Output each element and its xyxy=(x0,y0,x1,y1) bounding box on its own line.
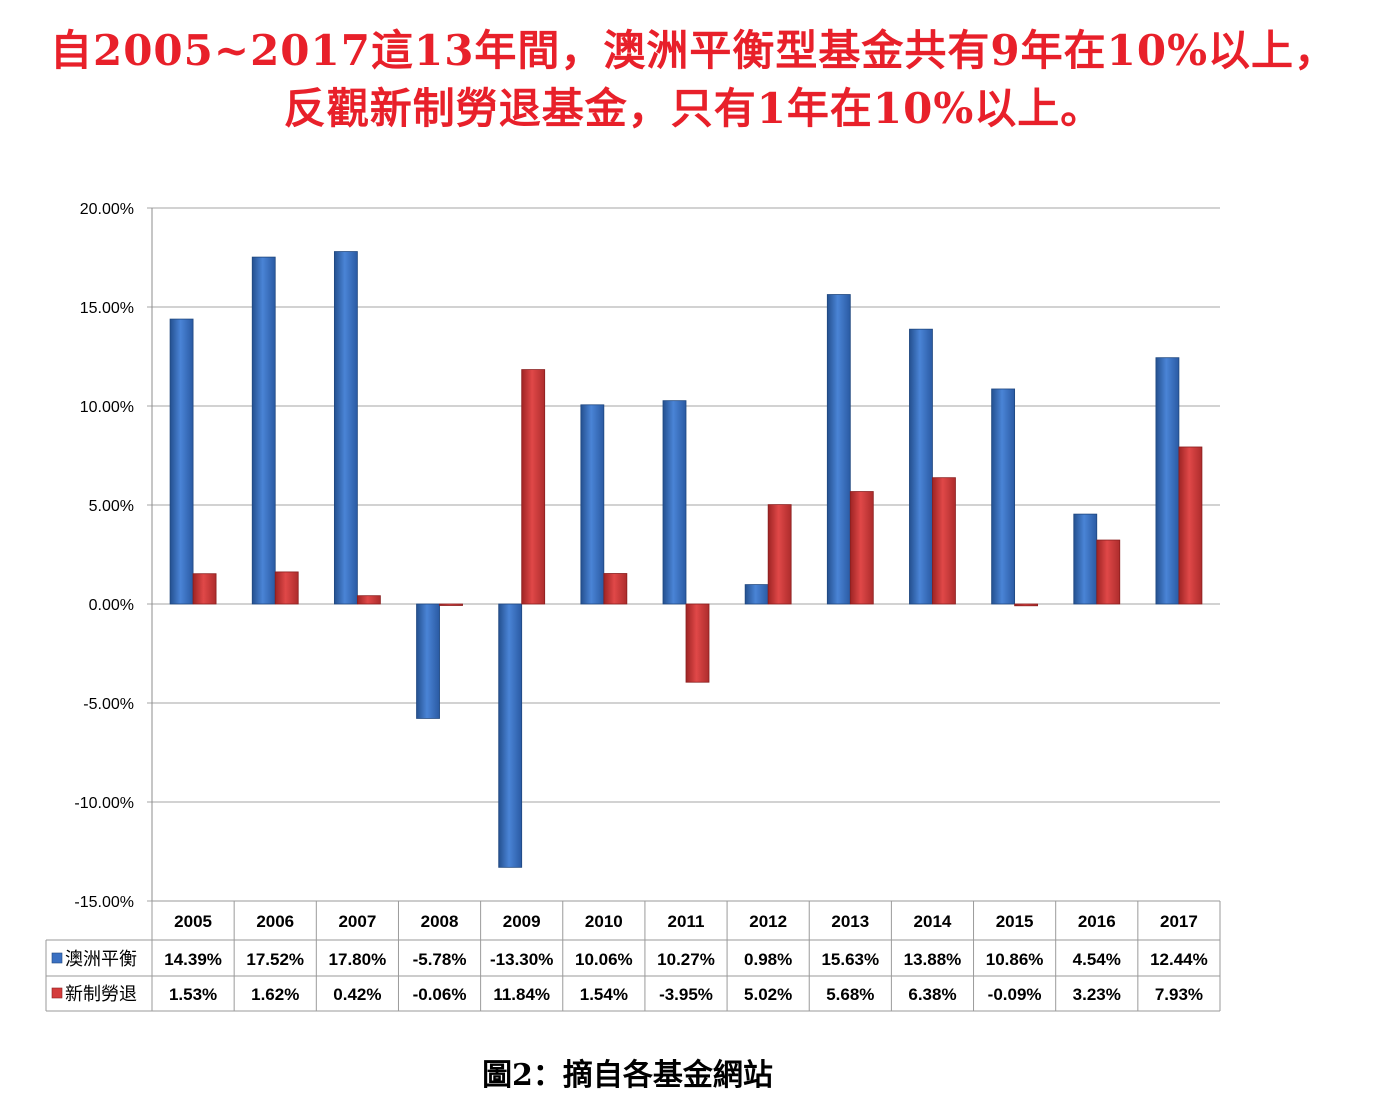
y-tick-label: 5.00% xyxy=(89,498,134,515)
bar-labor-pension xyxy=(1096,539,1121,605)
data-label: -0.06% xyxy=(413,985,467,1004)
x-tick-label: 2013 xyxy=(831,912,869,931)
bar-labor-pension xyxy=(1014,603,1039,607)
data-label: -13.30% xyxy=(490,950,553,969)
data-label: 1.62% xyxy=(251,985,299,1004)
x-tick-label: 2016 xyxy=(1078,912,1116,931)
x-tick-label: 2009 xyxy=(503,912,541,931)
data-label: 5.02% xyxy=(744,985,792,1004)
bar-labor-pension xyxy=(603,573,628,605)
data-label: 0.98% xyxy=(744,950,792,969)
data-label: 1.54% xyxy=(580,985,628,1004)
bar-labor-pension xyxy=(274,571,299,605)
data-label: 7.93% xyxy=(1155,985,1203,1004)
bar-labor-pension xyxy=(685,603,710,683)
data-label: 5.68% xyxy=(826,985,874,1004)
headline-line-2: 反觀新制勞退基金，只有1年在10%以上。 xyxy=(283,84,1104,133)
data-label: 17.52% xyxy=(246,950,304,969)
bar-aus-balanced xyxy=(333,251,358,605)
data-label: 11.84% xyxy=(493,985,550,1004)
legend-swatch xyxy=(51,952,63,964)
figure-caption: 圖2：摘自各基金網站 xyxy=(482,1058,773,1093)
bar-labor-pension xyxy=(192,573,217,605)
bar-aus-balanced xyxy=(662,400,687,605)
bar-labor-pension xyxy=(521,369,546,605)
bar-labor-pension xyxy=(1178,446,1203,605)
x-tick-label: 2017 xyxy=(1160,912,1198,931)
bar-aus-balanced xyxy=(580,404,605,605)
y-tick-label: 0.00% xyxy=(89,597,134,614)
data-label: 4.54% xyxy=(1073,950,1121,969)
bar-aus-balanced xyxy=(991,388,1016,605)
bar-labor-pension xyxy=(849,491,874,605)
data-label: 17.80% xyxy=(329,950,387,969)
x-tick-label: 2011 xyxy=(668,912,705,931)
data-label: 0.42% xyxy=(333,985,381,1004)
data-label: 3.23% xyxy=(1073,985,1121,1004)
bar-aus-balanced xyxy=(169,318,194,605)
bar-labor-pension xyxy=(767,504,792,605)
x-tick-label: 2014 xyxy=(914,912,952,931)
data-label: 6.38% xyxy=(908,985,956,1004)
data-label: -0.09% xyxy=(988,985,1042,1004)
legend-swatch xyxy=(51,987,63,999)
y-axis: 20.00% 15.00% 10.00% 5.00% 0.00% -5.00% -10.00… xyxy=(74,201,153,911)
bar-labor-pension xyxy=(356,595,381,605)
bar-aus-balanced xyxy=(744,584,769,605)
x-tick-label: 2012 xyxy=(749,912,787,931)
x-tick-label: 2015 xyxy=(996,912,1034,931)
y-tick-label: -15.00% xyxy=(74,894,134,911)
x-tick-label: 2005 xyxy=(174,912,212,931)
x-tick-label: 2010 xyxy=(585,912,623,931)
y-tick-label: -5.00% xyxy=(83,696,134,713)
data-label: 10.06% xyxy=(575,950,633,969)
x-tick-label: 2006 xyxy=(256,912,294,931)
bar-aus-balanced xyxy=(416,603,440,719)
y-tick-label: 10.00% xyxy=(80,399,134,416)
x-tick-label: 2008 xyxy=(421,912,459,931)
bar-aus-balanced xyxy=(498,603,523,868)
headline-line-1: 自2005~2017這13年間，澳洲平衡型基金共有9年在10%以上， xyxy=(49,26,1337,75)
y-tick-label: -10.00% xyxy=(74,795,134,812)
data-label: -5.78% xyxy=(413,950,467,969)
data-label: 10.86% xyxy=(986,950,1044,969)
bar-aus-balanced xyxy=(251,256,276,605)
data-label: 15.63% xyxy=(821,950,879,969)
data-label: 10.27% xyxy=(657,950,715,969)
bar-aus-balanced xyxy=(1073,513,1098,605)
bar-aus-balanced xyxy=(1155,357,1180,605)
bars xyxy=(169,251,1203,868)
legend-label: 澳洲平衡 xyxy=(65,949,137,969)
data-label: 13.88% xyxy=(904,950,962,969)
bar-aus-balanced xyxy=(909,328,933,605)
bar-labor-pension xyxy=(439,603,463,606)
y-tick-label: 15.00% xyxy=(80,300,134,317)
data-label: -3.95% xyxy=(659,985,713,1004)
bar-labor-pension xyxy=(932,477,956,605)
data-label: 1.53% xyxy=(169,985,217,1004)
data-label: 12.44% xyxy=(1150,950,1208,969)
y-tick-label: 20.00% xyxy=(80,201,134,218)
x-tick-label: 2007 xyxy=(338,912,376,931)
data-label: 14.39% xyxy=(164,950,222,969)
bar-aus-balanced xyxy=(826,294,851,605)
data-table: 2005 2006 2007 2008 2009 2010 2011 2012 2013 2014… xyxy=(45,900,1221,1012)
headline: 自2005~2017這13年間，澳洲平衡型基金共有9年在10%以上， 反觀新制勞… xyxy=(0,22,1387,138)
legend-label: 新制勞退 xyxy=(65,984,137,1004)
